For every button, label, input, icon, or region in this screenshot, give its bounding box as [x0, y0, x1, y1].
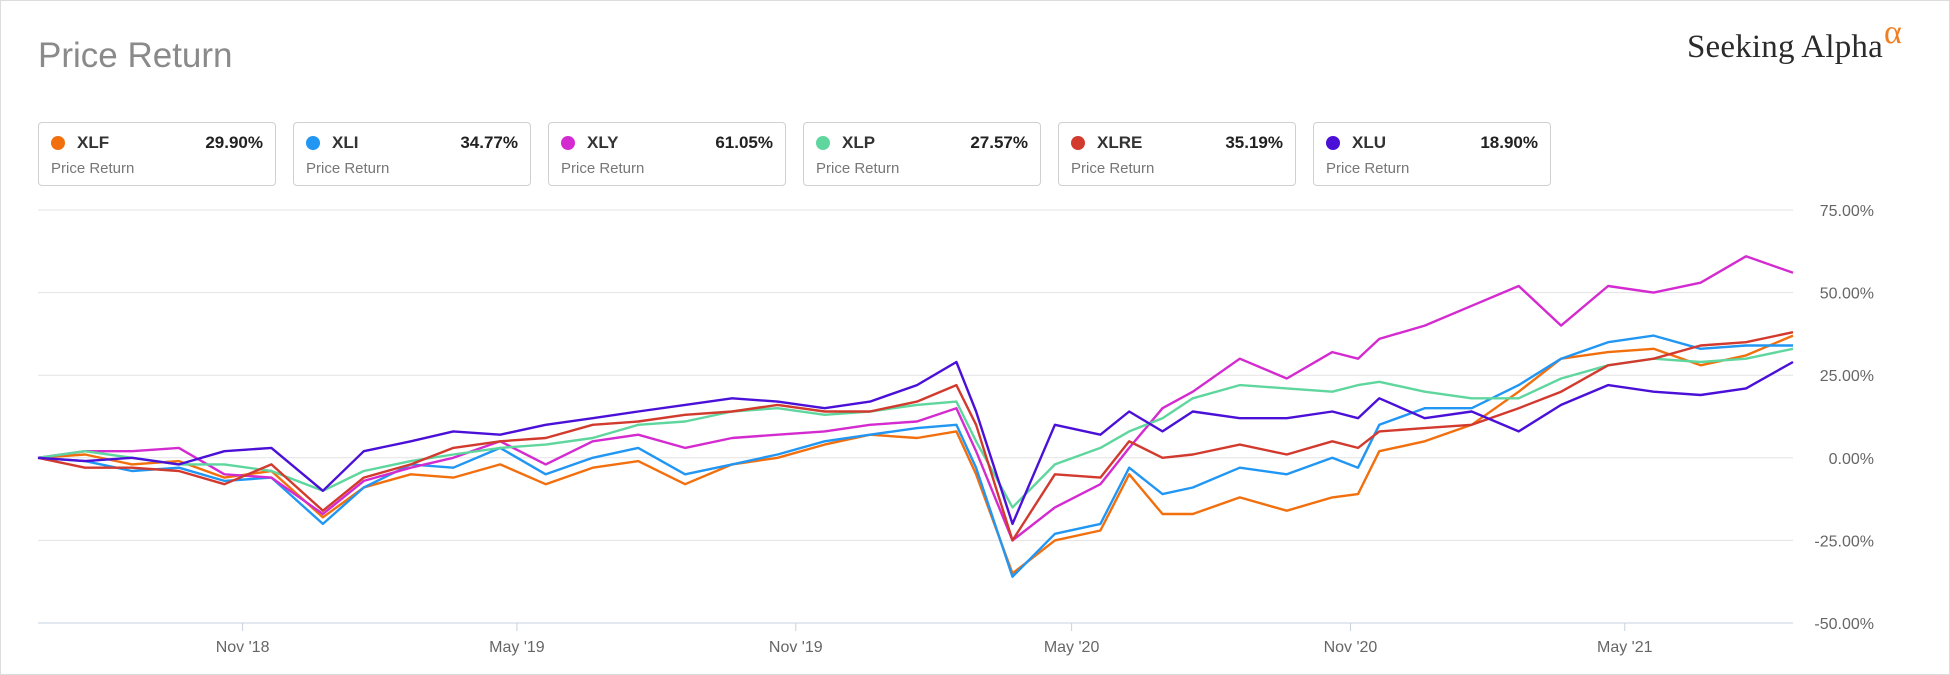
series-dot-icon: [1326, 136, 1340, 150]
legend-sublabel: Price Return: [306, 160, 390, 177]
legend-item-xli[interactable]: XLI 34.77% Price Return: [293, 122, 531, 186]
y-axis: 75.00% 50.00% 25.00% 0.00% -25.00% -50.00%: [1814, 203, 1874, 633]
legend-item-xlre[interactable]: XLRE 35.19% Price Return: [1058, 122, 1296, 186]
legend-item-xlf[interactable]: XLF 29.90% Price Return: [38, 122, 276, 186]
x-tick-label: May '20: [1044, 639, 1100, 656]
legend-sublabel: Price Return: [1326, 160, 1410, 177]
series-line-xlf[interactable]: [37, 334, 1794, 575]
legend-symbol: XLY: [587, 133, 619, 152]
series-line-xlp[interactable]: [37, 347, 1794, 509]
legend-symbol: XLU: [1352, 133, 1386, 152]
legend-sublabel: Price Return: [51, 160, 135, 177]
brand-logo: Seeking Alphaα: [1686, 14, 1902, 66]
y-tick-label: 25.00%: [1820, 368, 1874, 385]
legend-value: 18.90%: [1480, 133, 1538, 152]
legend-value: 35.19%: [1225, 133, 1283, 152]
legend-sublabel: Price Return: [816, 160, 900, 177]
legend-value: 61.05%: [715, 133, 773, 152]
series-dot-icon: [561, 136, 575, 150]
y-tick-label: 0.00%: [1829, 451, 1874, 468]
x-tick-label: Nov '19: [769, 639, 823, 656]
series-line-xlu[interactable]: [37, 360, 1794, 526]
legend-value: 29.90%: [205, 133, 263, 152]
page-title: Price Return: [38, 36, 233, 75]
legend-sublabel: Price Return: [561, 160, 645, 177]
series-line-xly[interactable]: [37, 255, 1794, 542]
grid-lines: [38, 209, 1793, 624]
y-tick-label: -25.00%: [1814, 533, 1874, 550]
x-tick-label: May '19: [489, 639, 545, 656]
brand-name: Seeking Alpha: [1686, 29, 1883, 65]
x-tick-label: May '21: [1597, 639, 1653, 656]
series-dot-icon: [306, 136, 320, 150]
alpha-icon: α: [1883, 14, 1902, 51]
legend-value: 34.77%: [460, 133, 518, 152]
y-tick-label: 75.00%: [1820, 203, 1874, 220]
legend-value: 27.57%: [970, 133, 1028, 152]
legend-symbol: XLRE: [1097, 133, 1143, 152]
legend-item-xly[interactable]: XLY 61.05% Price Return: [548, 122, 786, 186]
legend-symbol: XLP: [842, 133, 876, 152]
series-dot-icon: [816, 136, 830, 150]
legend-sublabel: Price Return: [1071, 160, 1155, 177]
x-tick-label: Nov '20: [1324, 639, 1378, 656]
y-tick-label: 50.00%: [1820, 286, 1874, 303]
legend-item-xlp[interactable]: XLP 27.57% Price Return: [803, 122, 1041, 186]
series-lines: [37, 255, 1794, 578]
x-axis: Nov '18 May '19 Nov '19 May '20 Nov '20 May '…: [216, 623, 1653, 656]
series-line-xlre[interactable]: [37, 331, 1794, 542]
legend-symbol: XLI: [332, 133, 359, 152]
series-line-xli[interactable]: [37, 334, 1793, 578]
x-tick-label: Nov '18: [216, 639, 270, 656]
series-dot-icon: [51, 136, 65, 150]
legend-symbol: XLF: [77, 133, 110, 152]
y-tick-label: -50.00%: [1814, 616, 1874, 633]
legend-item-xlu[interactable]: XLU 18.90% Price Return: [1313, 122, 1551, 186]
series-dot-icon: [1071, 136, 1085, 150]
